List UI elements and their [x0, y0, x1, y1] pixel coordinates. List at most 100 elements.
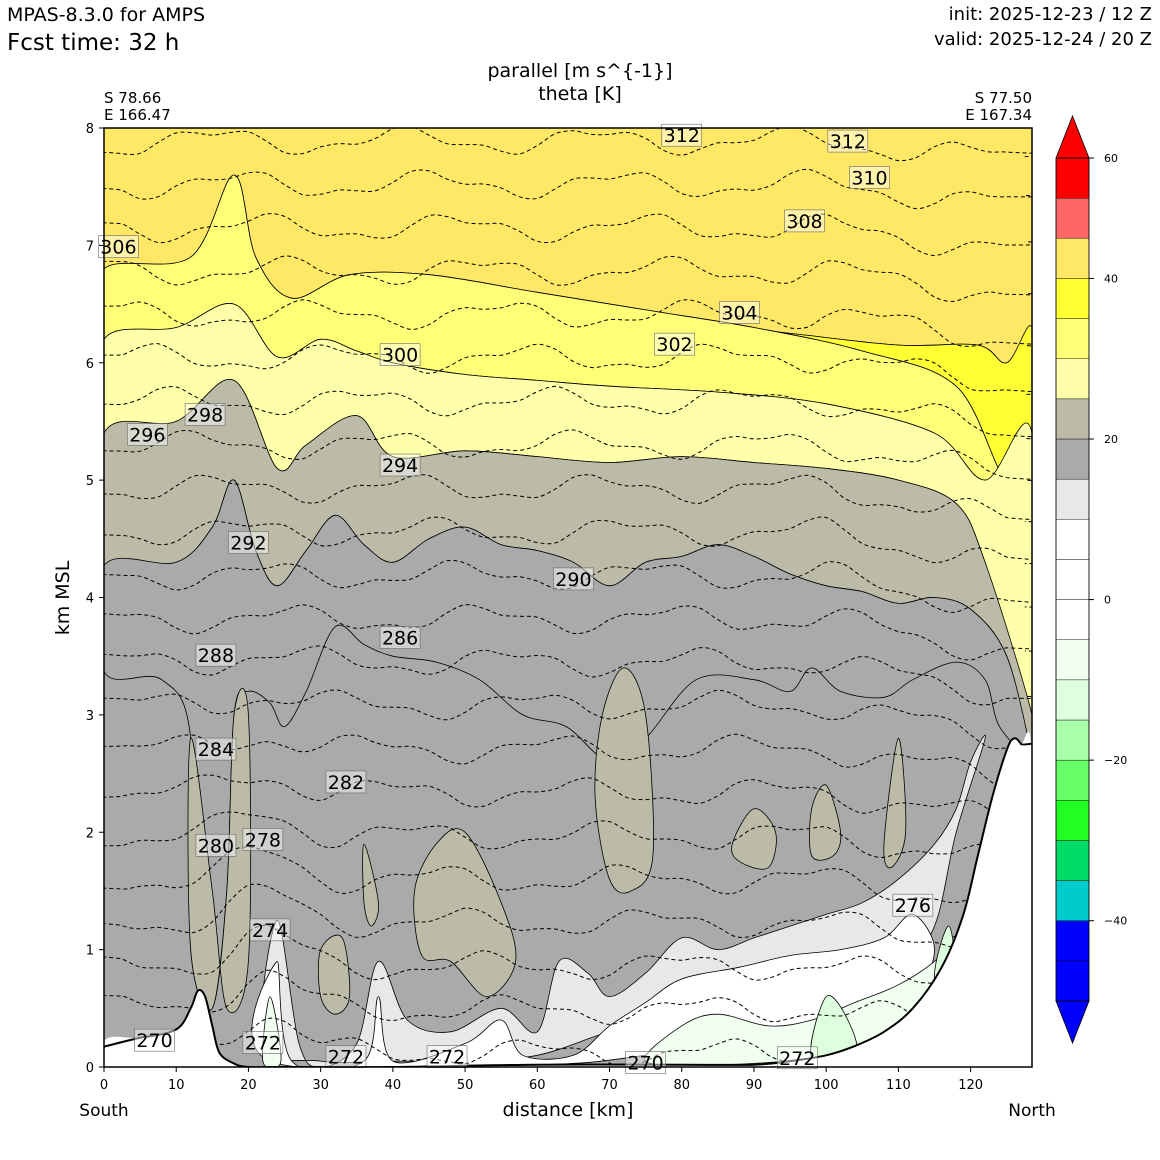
theta-label-text-14: 286 — [382, 628, 418, 650]
init-time: init: 2025-12-23 / 12 Z — [948, 4, 1152, 25]
x-axis-label: distance [km] — [502, 1099, 634, 1121]
colorbar-tick-label-2: 0 — [1104, 594, 1111, 607]
x-end-label-south: South — [79, 1101, 129, 1121]
theta-label-23: 272 — [325, 1045, 367, 1069]
right-point-lat: S 77.50 — [974, 89, 1032, 107]
theta-label-20: 274 — [249, 918, 291, 942]
model-title: MPAS-8.3.0 for AMPS — [7, 4, 206, 26]
y-tick-label-1: 1 — [86, 944, 94, 959]
colorbar-bin--40--35 — [1055, 880, 1090, 921]
theta-label-text-2: 310 — [851, 167, 887, 189]
isentrope-274 — [104, 924, 1032, 998]
colorbar-tick-label-3: 20 — [1104, 433, 1118, 446]
y-tick-label-2: 2 — [86, 826, 94, 841]
forecast-time: Fcst time: 32 h — [7, 30, 180, 56]
colorbar-bin--10--5 — [1055, 639, 1090, 681]
theta-label-21: 270 — [134, 1028, 175, 1052]
theta-label-3: 308 — [784, 209, 825, 233]
theta-label-7: 300 — [379, 343, 421, 367]
x-tick-label-10: 10 — [168, 1078, 185, 1093]
wind-region-15-20-8 — [104, 479, 1032, 1011]
y-tick-label-8: 8 — [86, 122, 94, 137]
colorbar-bin--35--30 — [1055, 840, 1090, 881]
colorbar-bin--5-0 — [1055, 599, 1090, 640]
isentrope-284 — [104, 733, 1032, 793]
theta-label-text-12: 290 — [555, 569, 591, 591]
x-tick-label-50: 50 — [457, 1078, 474, 1093]
terrain-line — [104, 737, 1032, 1067]
theta-label-25: 270 — [625, 1051, 666, 1074]
wind-region-20-25-10 — [413, 828, 517, 998]
theta-label-19: 276 — [892, 893, 934, 917]
isentrope-282 — [104, 774, 1032, 833]
valid-time: valid: 2025-12-24 / 20 Z — [934, 29, 1152, 50]
theta-label-text-9: 296 — [129, 425, 165, 447]
isentrope-272 — [104, 969, 1032, 1043]
theta-label-text-3: 308 — [786, 211, 822, 233]
y-tick-label-5: 5 — [86, 474, 94, 489]
theta-label-text-22: 272 — [245, 1033, 281, 1055]
colorbar-extend-low — [1055, 1000, 1090, 1045]
colorbar-bin-50-55 — [1055, 157, 1090, 199]
isentrope-286 — [104, 689, 1032, 750]
y-tick-label-7: 7 — [86, 239, 94, 254]
theta-label-text-15: 284 — [198, 739, 234, 761]
theta-label-11: 292 — [228, 531, 269, 555]
isentrope-312 — [104, 128, 1032, 162]
theta-label-text-26: 272 — [779, 1048, 815, 1070]
colorbar-bin--30--25 — [1055, 800, 1090, 841]
theta-label-text-13: 288 — [198, 645, 234, 667]
terrain-fill — [104, 732, 1032, 1067]
y-tick-label-6: 6 — [86, 357, 94, 372]
x-tick-label-70: 70 — [601, 1078, 618, 1093]
colorbar-bin--50--45 — [1055, 960, 1090, 1002]
isentrope-292 — [104, 559, 1032, 613]
theta-label-13: 288 — [195, 643, 237, 667]
theta-label-text-0: 312 — [664, 125, 700, 147]
isentrope-288 — [104, 645, 1032, 706]
theta-label-1: 312 — [827, 129, 869, 153]
wind-region-20-25-13 — [809, 784, 842, 861]
theta-label-22: 272 — [242, 1031, 284, 1055]
theta-label-14: 286 — [379, 626, 421, 650]
theta-label-26: 272 — [776, 1046, 818, 1070]
theta-label-4: 306 — [98, 235, 139, 259]
theta-label-18: 278 — [242, 828, 284, 851]
x-tick-label-120: 120 — [958, 1078, 983, 1093]
theta-label-text-4: 306 — [100, 237, 136, 259]
theta-label-text-11: 292 — [230, 533, 266, 555]
wind-region-20-25-16 — [883, 737, 907, 869]
left-point-lon: E 166.47 — [104, 106, 171, 124]
x-end-label-north: North — [1008, 1101, 1056, 1121]
colorbar-bin-45-50 — [1055, 197, 1090, 239]
isentrope-296 — [104, 474, 1032, 523]
theta-label-text-23: 272 — [328, 1047, 364, 1069]
colorbar-tick-label-1: −20 — [1104, 754, 1127, 767]
theta-label-12: 290 — [553, 567, 594, 591]
right-point-lon: E 167.34 — [965, 106, 1032, 124]
x-tick-label-80: 80 — [673, 1078, 690, 1093]
theta-label-text-20: 274 — [252, 920, 288, 942]
theta-label-8: 298 — [184, 403, 226, 427]
chart-title-wind: parallel [m s^{-1}] — [487, 60, 673, 82]
isentrope-280 — [104, 811, 1032, 868]
chart-title-theta: theta [K] — [538, 83, 622, 105]
colorbar-tick-label-0: −40 — [1104, 915, 1127, 928]
y-tick-label-0: 0 — [86, 1061, 94, 1076]
theta-label-9: 296 — [127, 423, 168, 447]
colorbar-bin--15--10 — [1055, 679, 1090, 721]
x-tick-label-40: 40 — [385, 1078, 402, 1093]
x-tick-label-0: 0 — [100, 1078, 108, 1093]
isentrope-308 — [104, 213, 1032, 257]
isentrope-290 — [104, 604, 1032, 661]
theta-label-text-17: 280 — [198, 835, 234, 857]
colorbar-bin--25--20 — [1055, 759, 1090, 801]
theta-label-6: 302 — [654, 332, 695, 356]
colorbar-bin-15-20 — [1055, 438, 1090, 480]
x-tick-label-100: 100 — [814, 1078, 839, 1093]
theta-label-text-7: 300 — [382, 345, 418, 367]
theta-label-5: 304 — [719, 301, 760, 324]
wind-region-20-25-11 — [594, 667, 654, 894]
isentrope-310 — [104, 168, 1032, 210]
colorbar-bin-25-30 — [1055, 358, 1090, 400]
